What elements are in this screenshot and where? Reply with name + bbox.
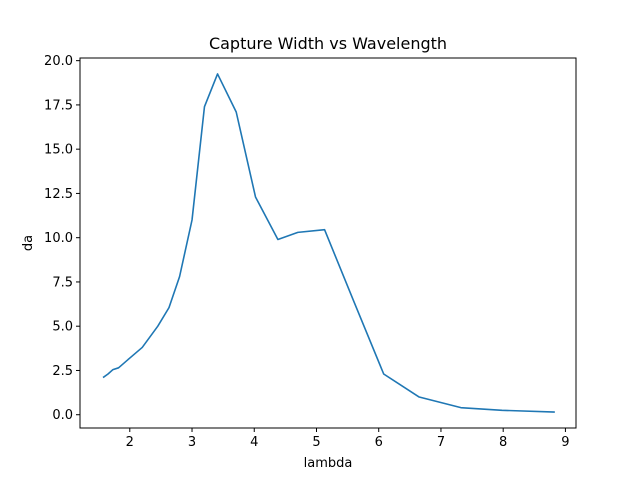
- x-tick-label: 7: [437, 435, 445, 450]
- y-tick-label: 12.5: [44, 187, 73, 202]
- y-axis-label: da: [21, 235, 36, 251]
- y-tick-label: 0.0: [52, 408, 73, 423]
- y-tick-label: 7.5: [52, 275, 73, 290]
- y-axis: 0.0 2.5 5.0 7.5 10.0 12.5 15.0 17.5 20.0: [44, 54, 80, 423]
- series-line: [102, 73, 555, 413]
- plot-area: [102, 73, 555, 413]
- chart-title: Capture Width vs Wavelength: [209, 34, 447, 53]
- x-axis-label: lambda: [304, 456, 353, 471]
- x-axis: 2 3 4 5 6 7 8 9: [126, 428, 570, 450]
- x-tick-label: 9: [561, 435, 569, 450]
- y-tick-label: 17.5: [44, 98, 73, 113]
- x-tick-label: 2: [126, 435, 134, 450]
- y-tick-label: 2.5: [52, 364, 73, 379]
- y-tick-label: 15.0: [44, 143, 73, 158]
- y-tick-label: 5.0: [52, 320, 73, 335]
- x-tick-label: 6: [375, 435, 383, 450]
- x-tick-label: 4: [250, 435, 258, 450]
- y-tick-label: 10.0: [44, 231, 73, 246]
- x-tick-label: 8: [499, 435, 507, 450]
- y-tick-label: 20.0: [44, 54, 73, 69]
- plot-frame: [79, 57, 577, 429]
- x-tick-label: 3: [188, 435, 196, 450]
- x-tick-label: 5: [312, 435, 320, 450]
